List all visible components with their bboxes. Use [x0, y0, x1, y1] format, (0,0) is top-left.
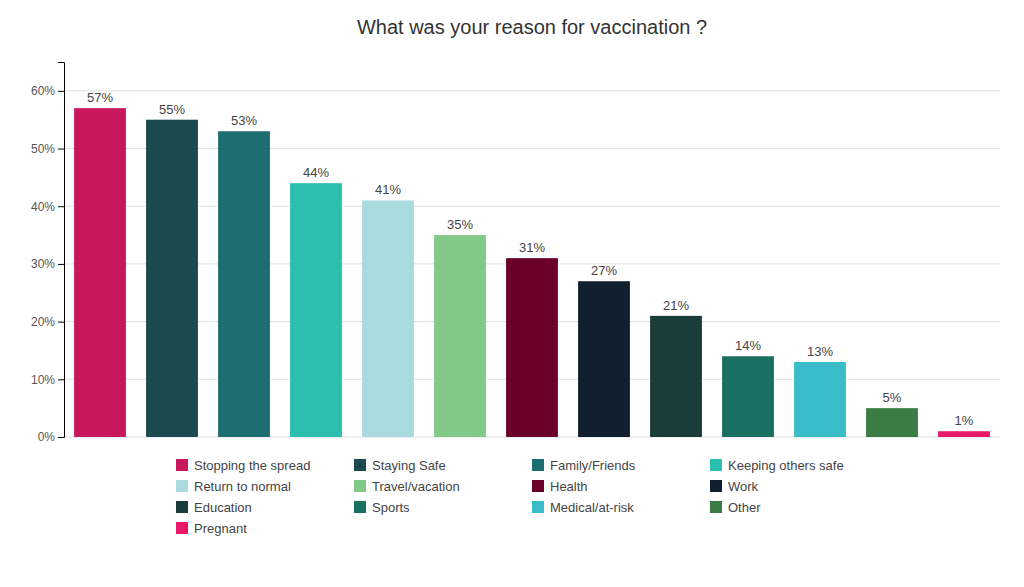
bar [74, 108, 126, 437]
y-tick: 20% [31, 315, 64, 329]
data-label: 35% [447, 217, 473, 232]
y-tick-mark [58, 379, 64, 380]
bar [578, 281, 630, 437]
legend-swatch [710, 459, 722, 471]
legend-label: Education [194, 500, 252, 515]
y-tick: 30% [31, 257, 64, 271]
data-labels: 57% 55% 53% 44% 41% 35% 31% 27% 21% 14% 13% 5% 1% [87, 90, 974, 428]
bar [362, 200, 414, 437]
legend-swatch [354, 480, 366, 492]
legend-label: Health [550, 479, 588, 494]
legend: Stopping the spread Staying Safe Family/Fr… [176, 458, 844, 536]
data-label: 13% [807, 344, 833, 359]
y-tick-label: 60% [31, 84, 55, 98]
y-tick-mark [58, 437, 64, 438]
legend-item: Stopping the spread [176, 458, 310, 473]
legend-label: Return to normal [194, 479, 291, 494]
bar [650, 316, 702, 437]
legend-item: Staying Safe [354, 458, 446, 473]
bar [722, 356, 774, 437]
data-label: 27% [591, 263, 617, 278]
chart: What was your reason for vaccination ? 57… [0, 0, 1024, 587]
data-label: 44% [303, 165, 329, 180]
y-tick-mark [58, 264, 64, 265]
y-axis: 0% 10% 20% 30% 40% 50% 60% [31, 63, 65, 445]
y-tick-label: 10% [31, 373, 55, 387]
data-label: 55% [159, 102, 185, 117]
bar [506, 258, 558, 437]
data-label: 41% [375, 182, 401, 197]
legend-item: Return to normal [176, 479, 291, 494]
y-tick-mark [58, 91, 64, 92]
legend-label: Work [728, 479, 759, 494]
data-label: 21% [663, 298, 689, 313]
legend-swatch [354, 459, 366, 471]
legend-label: Medical/at-risk [550, 500, 634, 515]
legend-item: Other [710, 500, 761, 515]
data-label: 14% [735, 338, 761, 353]
legend-swatch [176, 480, 188, 492]
legend-label: Travel/vacation [372, 479, 460, 494]
data-label: 57% [87, 90, 113, 105]
legend-label: Family/Friends [550, 458, 636, 473]
legend-item: Medical/at-risk [532, 500, 634, 515]
y-tick-label: 20% [31, 315, 55, 329]
data-label: 31% [519, 240, 545, 255]
grid-line [64, 148, 1000, 149]
bars [74, 108, 990, 437]
bar [866, 408, 918, 437]
y-tick-mark [58, 206, 64, 207]
y-tick-label: 0% [38, 430, 56, 444]
legend-swatch [710, 480, 722, 492]
legend-swatch [532, 501, 544, 513]
y-tick: 0% [38, 430, 64, 444]
legend-item: Work [710, 479, 759, 494]
y-tick-mark [58, 322, 64, 323]
legend-item: Education [176, 500, 252, 515]
data-label: 5% [883, 390, 902, 405]
bar [218, 131, 270, 437]
y-tick-label: 30% [31, 257, 55, 271]
grid [64, 91, 1000, 437]
legend-label: Stopping the spread [194, 458, 310, 473]
legend-label: Sports [372, 500, 410, 515]
y-tick-label: 50% [31, 142, 55, 156]
bar [290, 183, 342, 437]
data-label: 1% [955, 413, 974, 428]
y-tick: 60% [31, 84, 64, 98]
bar [938, 431, 990, 437]
bar [794, 362, 846, 437]
legend-swatch [354, 501, 366, 513]
legend-label: Staying Safe [372, 458, 446, 473]
grid-line [64, 206, 1000, 207]
title: What was your reason for vaccination ? [357, 16, 707, 38]
legend-item: Pregnant [176, 521, 247, 536]
y-tick-label: 40% [31, 200, 55, 214]
legend-swatch [532, 480, 544, 492]
legend-swatch [176, 459, 188, 471]
legend-item: Health [532, 479, 588, 494]
y-tick: 10% [31, 373, 64, 387]
legend-item: Family/Friends [532, 458, 636, 473]
legend-swatch [176, 522, 188, 534]
y-tick: 50% [31, 142, 64, 156]
legend-label: Other [728, 500, 761, 515]
data-label: 53% [231, 113, 257, 128]
bar [146, 120, 198, 437]
y-tick: 40% [31, 200, 64, 214]
legend-item: Sports [354, 500, 410, 515]
legend-label: Pregnant [194, 521, 247, 536]
grid-line [64, 90, 1000, 91]
legend-swatch [710, 501, 722, 513]
legend-item: Keeping others safe [710, 458, 844, 473]
y-axis-line [58, 63, 65, 438]
bar [434, 235, 486, 437]
legend-item: Travel/vacation [354, 479, 460, 494]
y-tick-mark [58, 149, 64, 150]
legend-swatch [532, 459, 544, 471]
legend-swatch [176, 501, 188, 513]
legend-label: Keeping others safe [728, 458, 844, 473]
